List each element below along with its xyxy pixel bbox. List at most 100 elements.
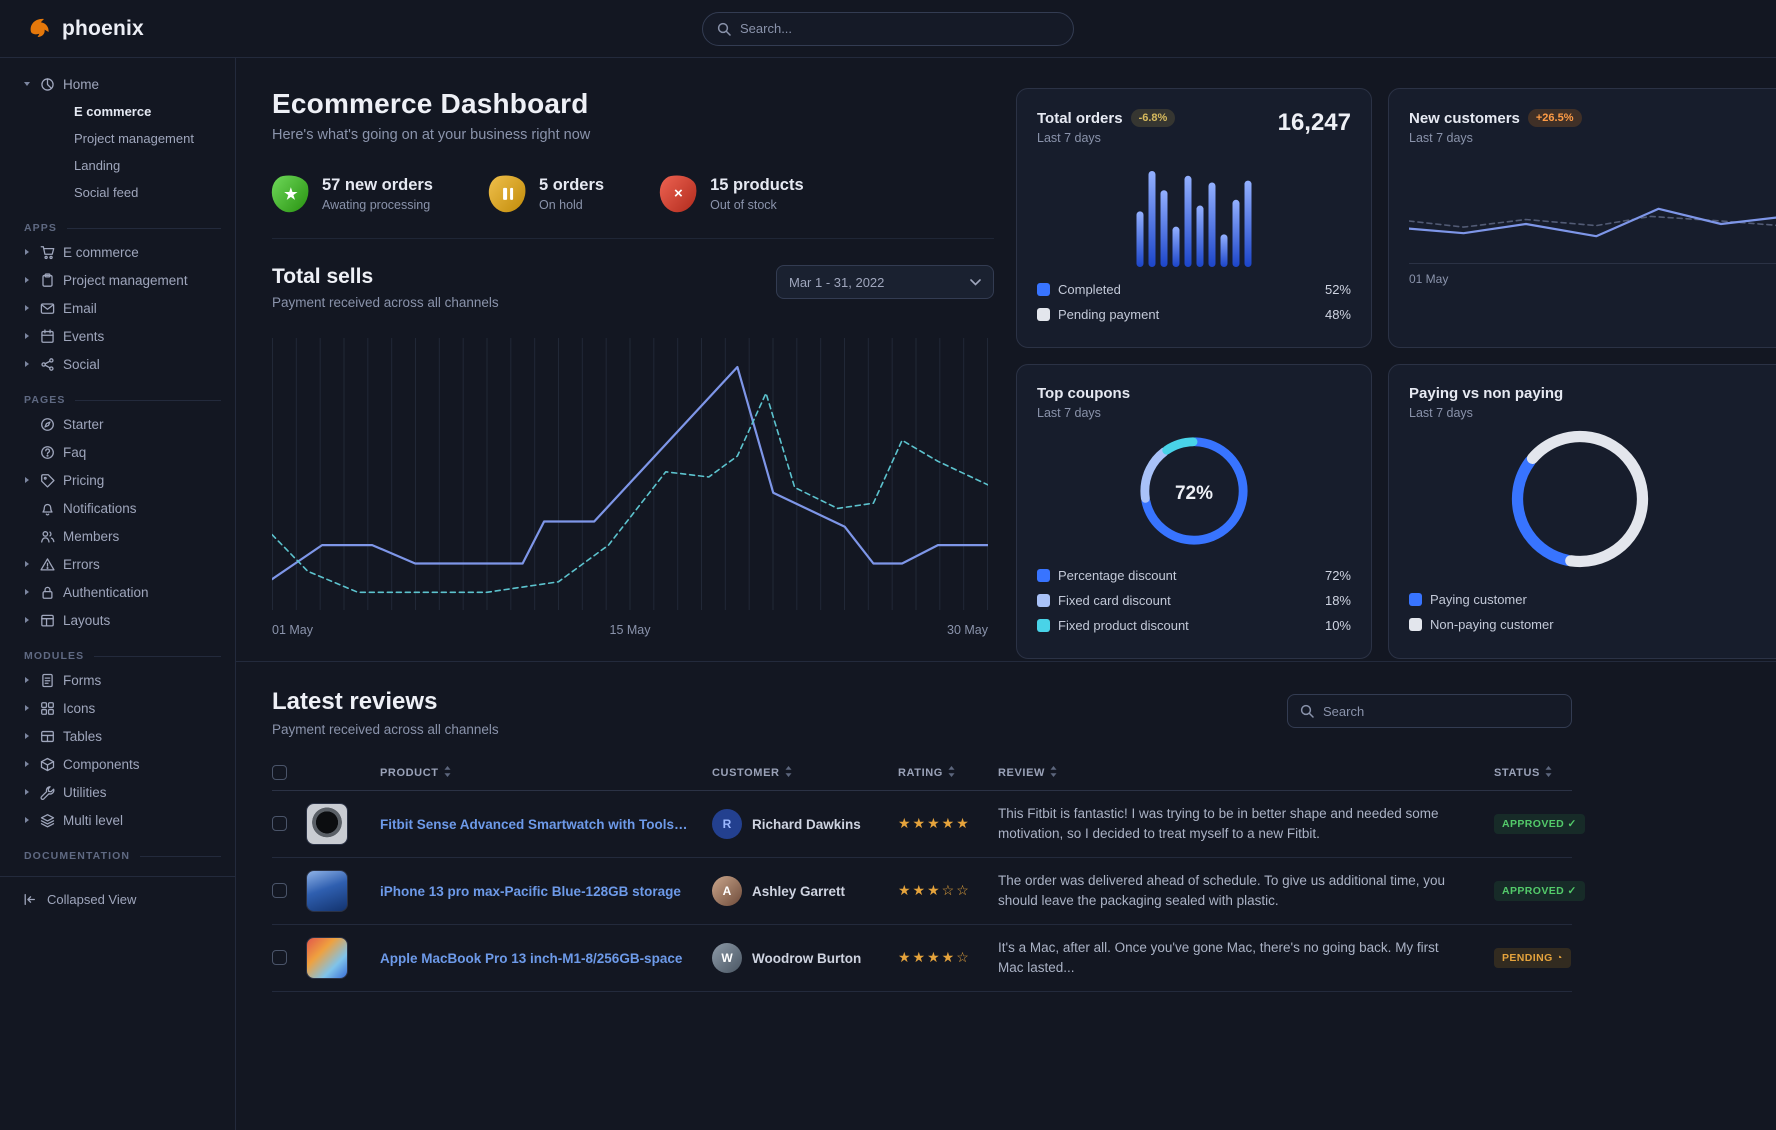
sidebar-item-authentication[interactable]: Authentication xyxy=(0,578,235,606)
sidebar-item-label: Utilities xyxy=(63,784,107,800)
product-link[interactable]: Apple MacBook Pro 13 inch-M1-8/256GB-spa… xyxy=(380,950,683,966)
global-search[interactable] xyxy=(702,11,1074,46)
sidebar-item-social[interactable]: Social xyxy=(0,350,235,378)
col-rating[interactable]: RATING xyxy=(898,755,998,791)
col-review[interactable]: REVIEW xyxy=(998,755,1494,791)
row-checkbox[interactable] xyxy=(272,816,287,832)
section-divider xyxy=(236,661,1776,662)
avatar: W xyxy=(712,943,742,973)
sidebar-item-landing[interactable]: Landing xyxy=(74,158,121,173)
change-badge: +26.5% xyxy=(1527,109,1582,127)
customer-cell[interactable]: W Woodrow Burton xyxy=(712,943,890,973)
global-search-input[interactable] xyxy=(740,21,1059,36)
warning-icon xyxy=(40,557,55,570)
sidebar-item-e-commerce[interactable]: E commerce xyxy=(0,238,235,266)
sidebar-item-components[interactable]: Components xyxy=(0,750,235,778)
sidebar-item-project-management[interactable]: Project management xyxy=(0,266,235,294)
sidebar-item-utilities[interactable]: Utilities xyxy=(0,778,235,806)
sidebar-item-email[interactable]: Email xyxy=(0,294,235,322)
legend-label: Non-paying customer xyxy=(1430,617,1554,632)
rating-stars: ★★★☆☆ xyxy=(898,882,971,898)
date-range-select[interactable]: Mar 1 - 31, 2022 xyxy=(776,265,994,299)
total-orders-card: Total orders -6.8% Last 7 days 16,247 Co… xyxy=(1016,88,1372,348)
sidebar-item-project-management[interactable]: Project management xyxy=(74,131,194,146)
sort-icon xyxy=(785,766,792,777)
mail-icon xyxy=(40,302,55,314)
stat-caption: On hold xyxy=(538,197,583,212)
product-link[interactable]: Fitbit Sense Advanced Smartwatch with To… xyxy=(380,816,702,832)
product-image[interactable] xyxy=(306,937,348,979)
search-icon xyxy=(717,22,731,36)
legend-label: Pending payment xyxy=(1058,307,1160,322)
col-thumbnail xyxy=(306,755,380,791)
sidebar-item-notifications[interactable]: Notifications xyxy=(0,494,235,522)
x-tick: 30 May xyxy=(947,623,988,637)
sidebar-item-members[interactable]: Members xyxy=(0,522,235,550)
col-status[interactable]: STATUS xyxy=(1494,755,1572,791)
sidebar-item-forms[interactable]: Forms xyxy=(0,666,235,694)
product-image[interactable] xyxy=(306,803,348,845)
sidebar-item-icons[interactable]: Icons xyxy=(0,694,235,722)
layout-icon xyxy=(41,614,54,627)
table-row: Apple MacBook Pro 13 inch-M1-8/256GB-spa… xyxy=(272,924,1572,992)
sidebar-item-multi-level[interactable]: Multi level xyxy=(0,806,235,834)
section-label-pages: PAGES xyxy=(0,394,235,406)
bell-icon xyxy=(42,503,53,516)
total-sells-title: Total sells xyxy=(272,265,374,288)
col-product[interactable]: PRODUCT xyxy=(380,755,712,791)
clipboard-icon xyxy=(42,272,53,287)
page-title: Ecommerce Dashboard xyxy=(272,88,589,119)
search-icon xyxy=(1300,704,1314,718)
legend-item: Fixed card discount 18% xyxy=(1037,588,1351,613)
sidebar-item-label: Icons xyxy=(63,700,96,716)
sidebar-item-starter[interactable]: Starter xyxy=(0,410,235,438)
chevron-down-icon xyxy=(970,278,981,286)
row-checkbox[interactable] xyxy=(272,883,287,899)
reviews-search[interactable] xyxy=(1287,694,1572,728)
customer-cell[interactable]: R Richard Dawkins xyxy=(712,809,890,839)
sort-icon xyxy=(948,766,955,777)
users-icon xyxy=(41,530,55,543)
legend-item: Paying customer xyxy=(1409,587,1776,612)
collapsed-view-toggle[interactable]: Collapsed View xyxy=(0,876,235,922)
total-orders-bar-chart xyxy=(1136,171,1252,267)
card-title: Paying vs non paying xyxy=(1409,385,1564,402)
sidebar: Home E commerce Project management Landing S… xyxy=(0,58,236,1130)
sidebar-item-layouts[interactable]: Layouts xyxy=(0,606,235,634)
x-axis-line xyxy=(1409,263,1776,264)
caret-right-icon xyxy=(25,333,29,339)
total-sells-chart: 01 May 15 May 30 May xyxy=(270,338,994,637)
sidebar-item-e-commerce[interactable]: E commerce xyxy=(74,104,152,119)
kpi-cards: Total orders -6.8% Last 7 days 16,247 Co… xyxy=(1016,88,1776,659)
card-period: Last 7 days xyxy=(1037,131,1101,145)
stat-new-orders: ★ 57 new orders Awating processing xyxy=(269,172,433,215)
caret-right-icon xyxy=(25,361,29,367)
legend-value: 72% xyxy=(1324,568,1351,583)
sidebar-item-errors[interactable]: Errors xyxy=(0,550,235,578)
review-text: This Fitbit is fantastic! I was trying t… xyxy=(998,805,1439,841)
sidebar-item-home[interactable]: Home xyxy=(0,70,235,98)
sidebar-item-events[interactable]: Events xyxy=(0,322,235,350)
sidebar-item-pricing[interactable]: Pricing xyxy=(0,466,235,494)
col-customer[interactable]: CUSTOMER xyxy=(712,755,898,791)
brand-logo[interactable]: phoenix xyxy=(26,16,144,41)
customer-cell[interactable]: A Ashley Garrett xyxy=(712,876,890,906)
seal-cross-icon: × xyxy=(657,172,701,215)
x-axis-tick: 01 May xyxy=(1409,272,1449,286)
top-navbar: phoenix xyxy=(0,0,1776,58)
sidebar-item-social-feed[interactable]: Social feed xyxy=(74,185,139,200)
reviews-search-input[interactable] xyxy=(1323,703,1559,719)
row-checkbox[interactable] xyxy=(272,950,287,966)
sidebar-item-tables[interactable]: Tables xyxy=(0,722,235,750)
select-all-checkbox[interactable] xyxy=(272,765,287,780)
sidebar-item-label: Tables xyxy=(63,728,103,744)
sidebar-item-faq[interactable]: Faq xyxy=(0,438,235,466)
review-text: The order was delivered ahead of schedul… xyxy=(998,872,1446,908)
paying-vs-non-paying-card: Paying vs non paying Last 7 days Paying … xyxy=(1388,364,1776,659)
sidebar-item-label: Social xyxy=(63,356,100,372)
sidebar-item-label: Project management xyxy=(63,272,188,288)
caret-right-icon xyxy=(25,705,29,711)
legend-value: 52% xyxy=(1324,282,1351,297)
product-image[interactable] xyxy=(306,870,348,912)
product-link[interactable]: iPhone 13 pro max-Pacific Blue-128GB sto… xyxy=(380,883,681,899)
